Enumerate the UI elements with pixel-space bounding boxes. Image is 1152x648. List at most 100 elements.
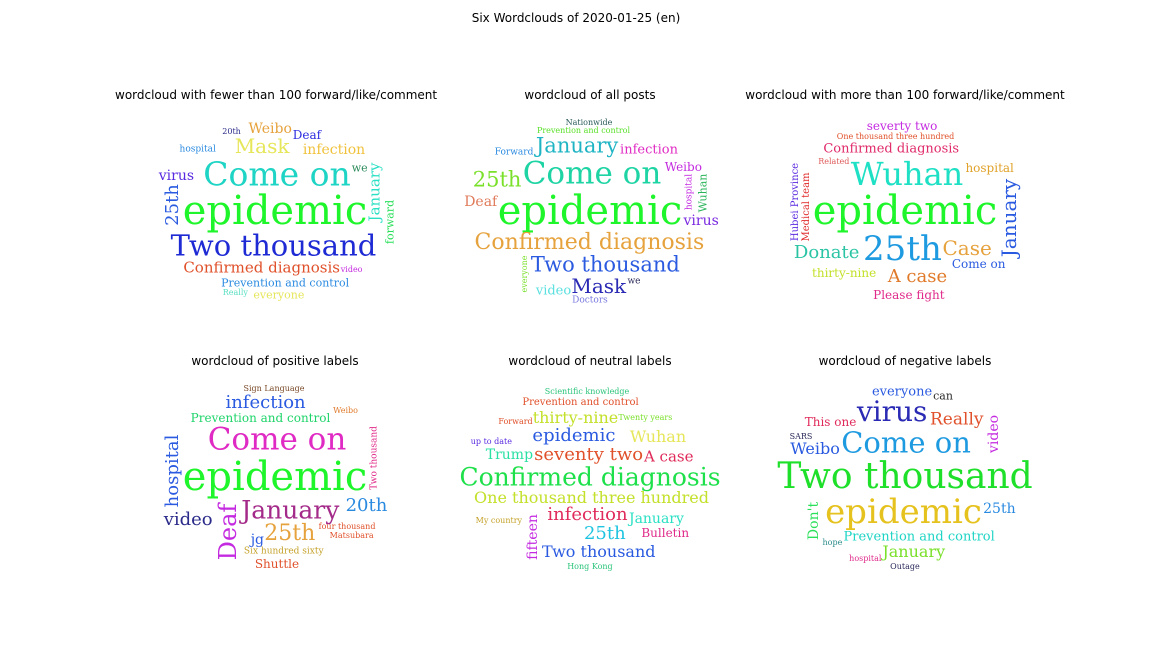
wordcloud-word: Prevention and control: [843, 529, 995, 545]
wordcloud-word: SARS: [789, 431, 813, 441]
wordcloud-word: Donate: [793, 241, 860, 263]
wordcloud-word: epidemic: [812, 188, 998, 234]
wordcloud-word: 20th: [345, 495, 388, 517]
wordcloud-word: Scientific knowledge: [544, 386, 630, 396]
wordcloud-word: severty two: [866, 118, 938, 133]
wordcloud-word: Outage: [890, 561, 920, 571]
wordcloud-word: Weibo: [664, 160, 702, 175]
wordcloud-word: Deaf: [464, 194, 498, 211]
wordcloud-word: Prevention and control: [190, 411, 331, 426]
wordcloud-panel-fewer-than-100: wordcloud with fewer than 100 forward/li…: [115, 88, 437, 328]
wordcloud-word: forward: [383, 200, 397, 245]
wordcloud-word: epidemic: [182, 454, 368, 500]
wordcloud-word: Hubei Province: [789, 163, 801, 242]
wordcloud-word: Wuhan: [850, 155, 964, 194]
wordcloud-word: everyone: [520, 255, 530, 293]
wordcloud-word: Forward: [498, 417, 533, 427]
wordcloud-word: Twenty years: [618, 412, 673, 422]
wordcloud-word: hospital: [965, 161, 1014, 176]
wordcloud-word: Confirmed diagnosis: [459, 462, 721, 492]
wordcloud-word: hospital: [684, 173, 695, 210]
wordcloud-word: Hong Kong: [567, 561, 613, 571]
wordcloud-word: 25th: [162, 184, 184, 227]
wordcloud-word: Nationwide: [565, 117, 613, 127]
wordcloud-word: Deaf: [214, 503, 243, 561]
wordcloud-word: One thousand three hundred: [474, 487, 710, 507]
wordcloud-word: Come on: [841, 425, 971, 460]
figure-title: Six Wordclouds of 2020-01-25 (en): [471, 11, 681, 25]
wordcloud-word: Six hundred sixty: [243, 546, 324, 557]
wordcloud: Two thousand epidemic Come on virus Preventi…: [745, 372, 1065, 572]
wordcloud-word: January: [882, 542, 946, 562]
wordcloud-word: Mask: [234, 134, 290, 159]
wordcloud-word: hospital: [162, 434, 184, 508]
wordcloud-word: Bulletin: [641, 526, 690, 541]
wordcloud-word: Come on: [522, 155, 662, 192]
wordcloud-word: January: [241, 495, 340, 525]
wordcloud-word: video: [163, 509, 213, 531]
wordcloud-word: video: [985, 414, 1002, 453]
wordcloud-panel-negative: wordcloud of negative labels Two thousan…: [745, 354, 1065, 594]
wordcloud-word: thirty-nine: [532, 408, 619, 428]
wordcloud-word: Two thousand: [542, 542, 656, 562]
wordcloud-word: Deaf: [292, 127, 322, 142]
panel-title: wordcloud with more than 100 forward/lik…: [745, 88, 1065, 102]
wordcloud-word: Wuhan: [696, 174, 710, 213]
wordcloud-word: everyone: [253, 288, 305, 302]
wordcloud-word: Case: [942, 235, 992, 260]
wordcloud-word: infection: [620, 142, 678, 158]
wordcloud-word: 25th: [583, 523, 626, 545]
wordcloud-word: epidemic: [532, 425, 616, 447]
wordcloud-word: Weibo: [248, 120, 292, 137]
wordcloud-word: seventy two: [534, 443, 644, 465]
wordcloud-word: Really: [222, 288, 248, 298]
wordcloud-word: January: [628, 510, 684, 527]
wordcloud-word: Forward: [494, 147, 534, 158]
wordcloud-word: Weibo: [333, 406, 358, 416]
wordcloud-word: Related: [818, 157, 850, 167]
wordcloud-word: 25th: [472, 167, 522, 192]
wordcloud-word: 25th: [863, 229, 942, 270]
wordcloud-word: January: [535, 133, 619, 158]
wordcloud-word: Shuttle: [254, 556, 300, 571]
wordcloud-word: thirty-nine: [812, 265, 877, 280]
wordcloud-word: virus: [683, 212, 719, 229]
wordcloud-word: Confirmed diagnosis: [183, 258, 340, 277]
wordcloud-word: My country: [475, 515, 523, 525]
wordcloud-word: video: [535, 283, 572, 299]
wordcloud-word: Medical team: [801, 172, 813, 242]
panel-title: wordcloud of negative labels: [818, 354, 992, 368]
wordcloud-word: Confirmed diagnosis: [823, 141, 960, 157]
wordcloud-word: Sign Language: [243, 383, 305, 393]
wordcloud-word: Two thousand: [530, 252, 680, 277]
wordcloud-word: up to date: [470, 436, 512, 446]
wordcloud-word: Come on: [207, 421, 347, 458]
wordcloud-word: Prevention and control: [536, 126, 631, 136]
wordcloud-word: Come on: [203, 154, 351, 194]
wordcloud-word: Mask: [571, 274, 627, 299]
wordcloud-word: Two thousand: [369, 425, 380, 490]
wordcloud-word: Please fight: [873, 287, 945, 302]
wordcloud-word: January: [365, 162, 384, 222]
wordcloud-word: Prevention and control: [522, 397, 639, 409]
wordcloud-word: Two thousand: [170, 228, 377, 263]
wordcloud-word: Confirmed diagnosis: [474, 230, 705, 256]
wordcloud-word: virus: [856, 395, 928, 429]
wordcloud: epidemic Come on January Deaf 25th Prevention…: [115, 372, 435, 572]
wordcloud-word: Wuhan: [629, 427, 687, 447]
wordcloud-word: four thousand: [318, 522, 376, 532]
wordcloud: epidemic 25th Wuhan Confirmed diagnosis Janu…: [745, 106, 1065, 306]
wordcloud-word: epidemic: [825, 492, 982, 533]
wordcloud-word: Matsubara: [329, 531, 374, 541]
wordcloud-word: 25th: [264, 521, 316, 547]
wordcloud-panel-all-posts: wordcloud of all posts epidemic Come on Co…: [430, 88, 750, 328]
wordcloud: Confirmed diagnosis One thousand three hu…: [430, 372, 750, 572]
panel-title: wordcloud of neutral labels: [508, 354, 672, 368]
wordcloud-word: Come on: [951, 257, 1006, 272]
wordcloud-panel-neutral: wordcloud of neutral labels Confirmed di…: [430, 354, 750, 594]
panel-title: wordcloud of positive labels: [191, 354, 359, 368]
wordcloud-word: A case: [887, 266, 948, 288]
wordcloud-word: epidemic: [497, 188, 683, 234]
wordcloud-word: we: [351, 161, 368, 175]
wordcloud-word: January: [996, 178, 1021, 257]
